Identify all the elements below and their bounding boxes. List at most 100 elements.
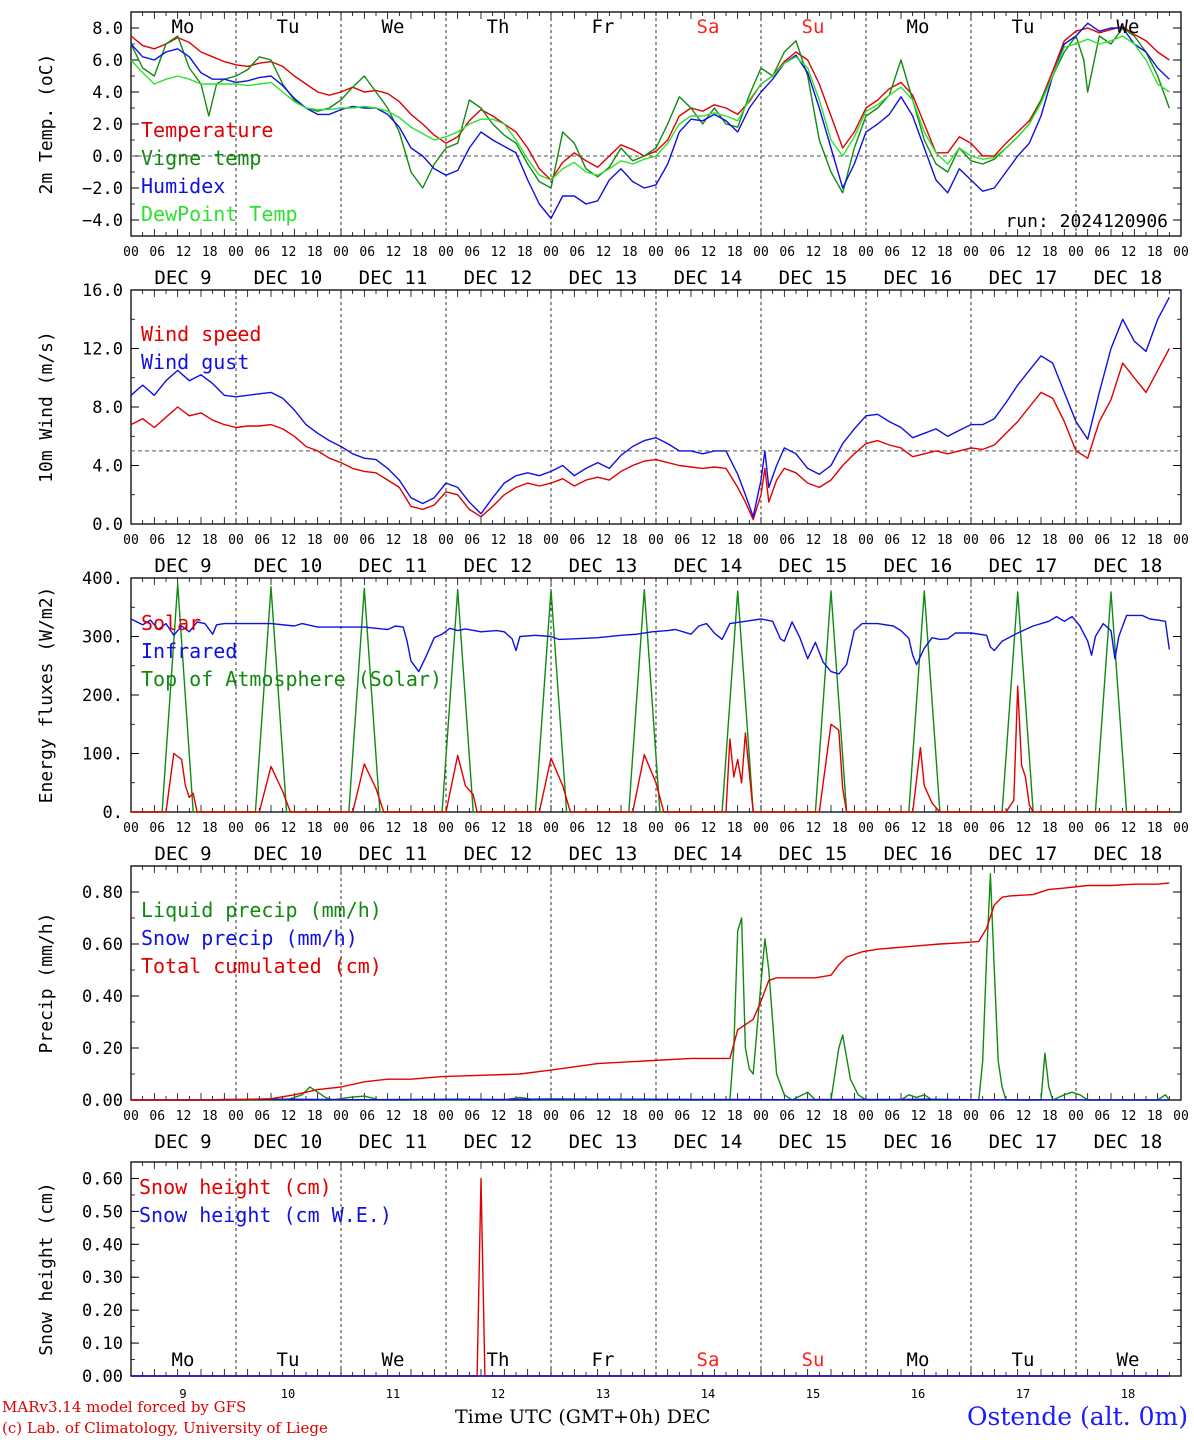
x-hour-label: 00: [1173, 821, 1189, 836]
date-number-label: 10: [281, 1387, 295, 1401]
y-axis-label: Snow height (cm): [36, 1182, 57, 1355]
x-day-label: DEC 11: [359, 843, 428, 865]
x-hour-label: 06: [569, 533, 585, 548]
x-hour-label: 00: [438, 1109, 454, 1124]
date-number-label: 17: [1016, 1387, 1030, 1401]
x-hour-label: 18: [307, 1109, 323, 1124]
weekday-label-bottom: We: [1117, 1349, 1140, 1371]
x-hour-label: 12: [596, 533, 612, 548]
weekday-label-top: Mo: [907, 16, 930, 38]
y-tick-label: 0.20: [82, 1039, 123, 1059]
y-tick-label: 0.40: [82, 1235, 123, 1255]
y-tick-label: 0.00: [82, 1091, 123, 1111]
x-day-label: DEC 13: [569, 555, 638, 577]
x-hour-label: 18: [1042, 533, 1058, 548]
x-hour-label: 18: [1147, 533, 1163, 548]
x-day-label: DEC 10: [254, 267, 323, 289]
y-tick-label: 300.: [82, 628, 123, 648]
x-hour-label: 00: [1173, 245, 1189, 260]
x-hour-label: 18: [517, 821, 533, 836]
x-hour-label: 12: [596, 245, 612, 260]
series-line-vigne-temp: [130, 27, 1170, 194]
x-hour-label: 06: [674, 533, 690, 548]
y-tick-label: 8.0: [92, 19, 123, 39]
x-hour-label: 00: [333, 533, 349, 548]
x-hour-label: 12: [911, 245, 927, 260]
panel-precip: 0.80 0.60 0.40 0.20 0.00 Precip (mm/h) Liquid …: [36, 865, 1189, 1153]
x-hour-label: 00: [438, 821, 454, 836]
weekday-label-top: Mo: [172, 16, 195, 38]
x-hour-label: 06: [884, 245, 900, 260]
x-hour-label: 06: [884, 1109, 900, 1124]
date-number-label: 11: [386, 1387, 400, 1401]
y-tick-label: 0.50: [82, 1202, 123, 1222]
y-tick-label: 0.20: [82, 1301, 123, 1321]
y-tick-label: 200.: [82, 686, 123, 706]
x-hour-label: 00: [858, 245, 874, 260]
x-hour-label: 00: [438, 533, 454, 548]
x-hour-label: 12: [281, 1109, 297, 1124]
x-axis-title-text: Time UTC (GMT+0h): [455, 1406, 661, 1428]
date-number-label: 16: [911, 1387, 925, 1401]
weekday-label-top: We: [382, 16, 405, 38]
x-hour-label: 06: [464, 821, 480, 836]
x-hour-label: 18: [727, 821, 743, 836]
x-hour-label: 18: [307, 533, 323, 548]
x-hour-label: 12: [281, 533, 297, 548]
x-day-label: DEC 14: [674, 555, 743, 577]
x-hour-label: 00: [333, 821, 349, 836]
y-axis-label: Energy fluxes (W/m2): [36, 587, 57, 804]
x-hour-label: 06: [569, 245, 585, 260]
x-hour-label: 00: [963, 821, 979, 836]
x-day-label: DEC 9: [154, 843, 211, 865]
x-day-label: DEC 17: [989, 555, 1058, 577]
x-hour-label: 06: [149, 1109, 165, 1124]
x-hour-label: 00: [648, 821, 664, 836]
y-tick-label: 2.0: [92, 115, 123, 135]
weekday-label-top: Tu: [277, 16, 300, 38]
weekday-label-bottom: Tu: [1012, 1349, 1035, 1371]
y-tick-label: 6.0: [92, 51, 123, 71]
x-hour-label: 00: [963, 1109, 979, 1124]
x-hour-label: 12: [911, 1109, 927, 1124]
x-day-label: DEC 9: [154, 555, 211, 577]
x-hour-label: 06: [674, 245, 690, 260]
panel-snow: 0.60 0.50 0.40 0.30 0.20 0.10 0.00 Snow height …: [36, 1161, 1182, 1387]
x-hour-label: 00: [333, 1109, 349, 1124]
x-hour-label: 00: [753, 245, 769, 260]
x-hour-label: 06: [884, 821, 900, 836]
x-hour-label: 18: [1147, 821, 1163, 836]
x-hour-label: 00: [753, 1109, 769, 1124]
y-tick-label: 4.0: [92, 83, 123, 103]
x-hour-label: 12: [176, 245, 192, 260]
x-hour-label: 12: [1016, 821, 1032, 836]
weekday-label-top: We: [1117, 16, 1140, 38]
weekday-label-bottom: Th: [487, 1349, 510, 1371]
x-day-label: DEC 11: [359, 555, 428, 577]
x-hour-label: 12: [386, 1109, 402, 1124]
y-tick-label: 16.0: [82, 281, 123, 301]
x-hour-label: 06: [779, 245, 795, 260]
legend-item: Wind speed: [141, 322, 261, 346]
x-hour-label: 12: [806, 821, 822, 836]
date-number-label: 15: [806, 1387, 820, 1401]
x-hour-label: 06: [254, 245, 270, 260]
x-hour-label: 18: [202, 1109, 218, 1124]
x-hour-label: 12: [911, 821, 927, 836]
x-hour-label: 18: [1147, 245, 1163, 260]
x-day-label: DEC 15: [779, 555, 848, 577]
x-day-label: DEC 13: [569, 843, 638, 865]
legend-item: Humidex: [141, 174, 225, 198]
x-hour-label: 00: [543, 821, 559, 836]
x-day-label: DEC 10: [254, 1131, 323, 1153]
legend-item: Wind gust: [141, 350, 249, 374]
x-hour-label: 18: [832, 533, 848, 548]
x-hour-label: 12: [1121, 1109, 1137, 1124]
run-label: run: 2024120906: [1005, 211, 1168, 232]
x-day-label: DEC 14: [674, 843, 743, 865]
x-hour-label: 12: [701, 1109, 717, 1124]
x-day-label: DEC 10: [254, 843, 323, 865]
x-hour-label: 00: [1068, 1109, 1084, 1124]
